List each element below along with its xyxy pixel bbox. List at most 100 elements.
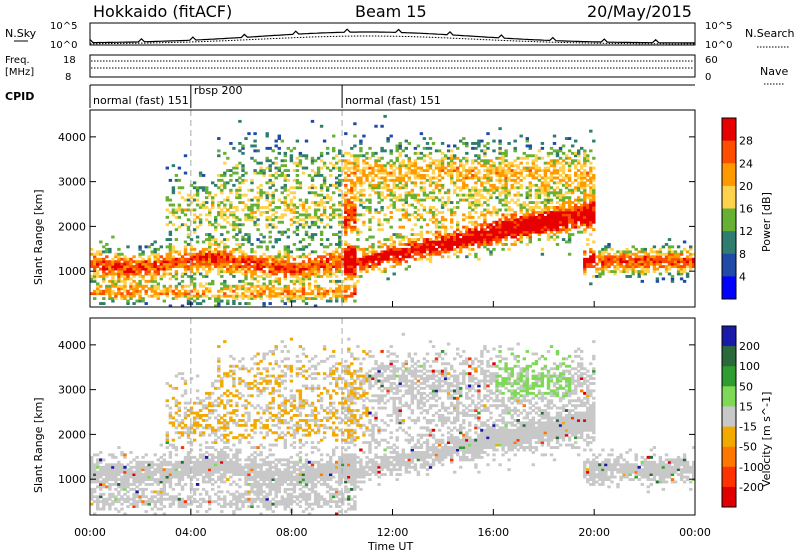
range-gate-cell (407, 252, 411, 256)
range-gate-cell (392, 169, 396, 172)
range-gate-cell (298, 297, 303, 300)
range-gate-cell (413, 169, 418, 172)
range-gate-cell (214, 228, 218, 232)
range-gate-cell (446, 191, 451, 195)
range-gate-cell (552, 218, 557, 222)
range-gate-cell (437, 220, 442, 224)
range-gate-cell (286, 265, 290, 268)
range-gate-cell (114, 500, 118, 504)
range-gate-cell (474, 238, 478, 241)
range-gate-cell (604, 255, 608, 259)
range-gate-cell (117, 465, 121, 469)
range-gate-cell (271, 260, 275, 264)
range-gate-cell (338, 220, 342, 224)
range-gate-cell (537, 223, 542, 227)
range-gate-cell (129, 260, 133, 264)
range-gate-cell (156, 257, 160, 261)
range-gate-cell (540, 228, 545, 232)
range-gate-cell (377, 223, 381, 227)
range-gate-cell (555, 206, 560, 209)
range-gate-cell (301, 279, 306, 283)
range-gate-cell (419, 215, 424, 219)
range-gate-cell (90, 275, 94, 278)
range-gate-cell (211, 223, 215, 227)
range-gate-cell (552, 220, 557, 224)
range-gate-cell (171, 465, 176, 469)
range-gate-cell (96, 463, 100, 467)
range-gate-cell (192, 473, 197, 476)
range-gate-cell (344, 191, 348, 195)
range-gate-cell (189, 406, 194, 410)
range-gate-cell (335, 183, 339, 187)
range-gate-cell (661, 257, 666, 261)
range-gate-cell (168, 411, 173, 415)
range-gate-cell (153, 275, 157, 278)
range-gate-cell (171, 297, 176, 300)
range-gate-cell (574, 154, 578, 158)
range-gate-cell (307, 186, 312, 190)
range-gate-cell (525, 139, 529, 143)
range-gate-cell (440, 201, 445, 204)
range-gate-cell (332, 279, 336, 283)
range-gate-cell (528, 171, 532, 175)
range-gate-cell (180, 196, 185, 200)
range-gate-cell (592, 178, 596, 182)
range-gate-cell (304, 139, 309, 143)
range-gate-cell (105, 247, 109, 251)
range-gate-cell (338, 169, 342, 172)
range-gate-cell (105, 265, 109, 268)
range-gate-cell (561, 213, 566, 217)
range-gate-cell (223, 238, 227, 241)
range-gate-cell (141, 252, 145, 256)
range-gate-cell (516, 233, 520, 236)
range-gate-cell (105, 287, 109, 291)
range-gate-cell (495, 169, 499, 172)
range-gate-cell (631, 260, 635, 264)
range-gate-cell (322, 139, 327, 143)
range-gate-cell (117, 260, 121, 264)
range-gate-cell (232, 213, 236, 217)
range-gate-cell (528, 183, 532, 187)
range-gate-cell (259, 255, 263, 259)
range-gate-cell (558, 220, 563, 224)
range-gate-cell (310, 178, 315, 182)
range-gate-cell (528, 146, 532, 150)
range-gate-cell (477, 176, 481, 180)
range-gate-cell (504, 233, 508, 236)
range-gate-cell (322, 206, 327, 209)
range-gate-cell (177, 500, 182, 504)
range-gate-cell (492, 188, 496, 192)
range-gate-cell (93, 265, 97, 268)
range-gate-cell (162, 478, 166, 481)
range-gate-cell (643, 265, 647, 268)
range-gate-cell (144, 279, 148, 283)
range-gate-cell (223, 225, 227, 229)
range-gate-cell (353, 299, 357, 303)
range-gate-cell (244, 257, 248, 261)
range-gate-cell (631, 267, 635, 271)
range-gate-cell (192, 465, 197, 469)
range-gate-cell (398, 193, 402, 197)
range-gate-cell (398, 225, 402, 229)
range-gate-cell (440, 169, 445, 172)
range-gate-cell (353, 267, 357, 271)
range-gate-cell (220, 275, 224, 278)
range-gate-cell (201, 240, 206, 244)
range-gate-cell (640, 260, 644, 264)
range-gate-cell (271, 272, 275, 276)
range-gate-cell (564, 218, 569, 222)
range-gate-cell (280, 297, 284, 300)
range-gate-cell (667, 238, 672, 241)
range-gate-cell (586, 260, 590, 264)
range-gate-cell (292, 299, 297, 303)
range-gate-cell (259, 297, 263, 300)
range-gate-cell (640, 257, 644, 261)
range-gate-cell (141, 250, 145, 254)
range-gate-cell (217, 272, 221, 276)
range-gate-cell (350, 277, 354, 281)
range-gate-cell (289, 154, 294, 158)
range-gate-cell (123, 478, 127, 481)
range-gate-cell (498, 191, 502, 195)
range-gate-cell (471, 161, 475, 165)
range-gate-cell (446, 245, 451, 249)
